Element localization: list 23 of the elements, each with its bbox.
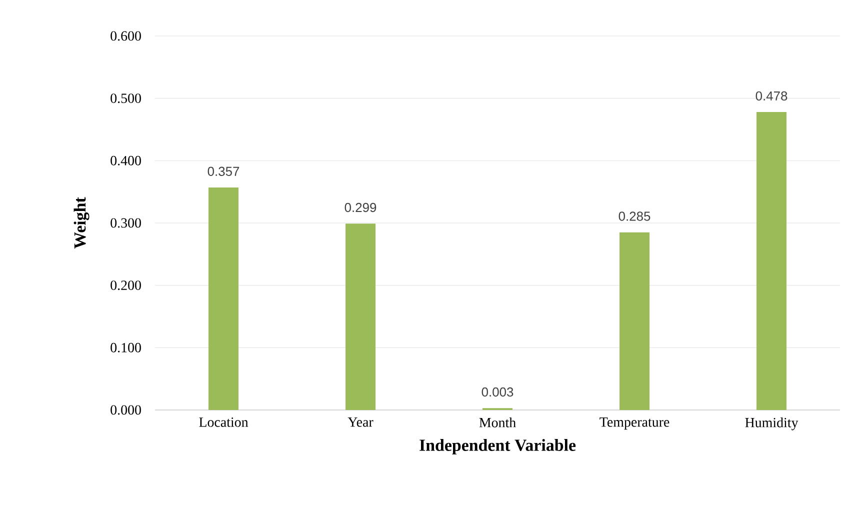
x-tick-label: Year — [348, 417, 374, 427]
x-axis-title: Independent Variable — [420, 439, 576, 454]
data-label: 0.299 — [344, 202, 376, 212]
bar — [756, 112, 787, 410]
data-label: 0.003 — [482, 387, 514, 397]
y-tick-label: 0.000 — [110, 405, 141, 415]
y-tick-label: 0.500 — [110, 94, 141, 104]
y-tick-label: 0.400 — [110, 156, 141, 166]
y-tick-label: 0.600 — [110, 31, 141, 41]
x-tick-label: Temperature — [600, 417, 670, 430]
y-tick-label: 0.100 — [110, 342, 141, 352]
x-tick-label: Location — [199, 418, 248, 427]
x-tick-label: Month — [479, 417, 516, 428]
data-label: 0.285 — [618, 212, 650, 221]
bar — [208, 187, 239, 410]
bar — [346, 224, 376, 410]
y-tick-label: 0.300 — [110, 218, 141, 228]
data-label: 0.478 — [756, 91, 788, 101]
data-label: 0.357 — [208, 166, 240, 176]
y-tick-label: 0.200 — [110, 280, 141, 290]
bar — [620, 232, 650, 410]
y-axis-title: Weight — [74, 197, 90, 249]
x-tick-label: Humidity — [745, 417, 798, 430]
